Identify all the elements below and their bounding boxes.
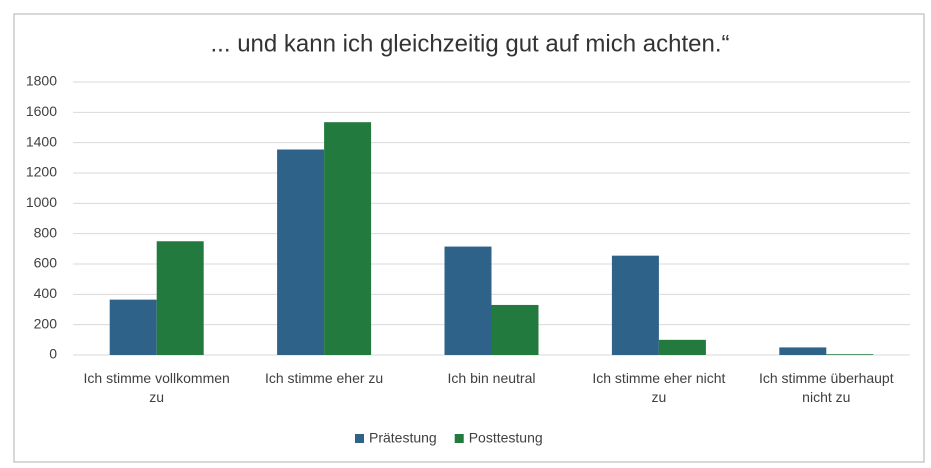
bar [779,347,827,355]
y-tick-label: 1000 [26,194,57,210]
y-tick-label: 200 [34,315,58,331]
bar [491,304,539,355]
y-tick-label: 1400 [26,133,57,149]
y-tick-label: 0 [49,346,57,362]
legend-label: Posttestung [469,430,543,446]
x-tick-label: Ich stimme eher nicht zu [592,370,726,405]
bar [277,149,325,355]
y-tick-label: 800 [34,224,58,240]
y-tick-label: 1200 [26,164,57,180]
bar [611,255,659,355]
chart-frame [13,13,925,463]
x-tick-label: Ich stimme eher zu [264,370,384,386]
y-tick-label: 1600 [26,103,57,119]
bar [156,241,204,355]
bar [109,299,157,355]
y-tick-label: 1800 [26,73,57,89]
bar [658,339,706,355]
y-tick-label: 600 [34,255,58,271]
legend-label: Prätestung [369,430,437,446]
bar [324,122,372,355]
x-tick-label: Ich stimme vollkommen zu [83,370,230,405]
chart-title: ... und kann ich gleichzeitig gut auf mi… [211,30,730,57]
x-tick-label: Ich bin neutral [447,370,536,386]
x-tick-label: Ich stimme überhaupt nicht zu [758,370,894,405]
bar [444,246,492,355]
y-tick-label: 400 [34,285,58,301]
bar [826,354,874,355]
legend-swatch [454,434,464,443]
legend-swatch [355,434,364,443]
